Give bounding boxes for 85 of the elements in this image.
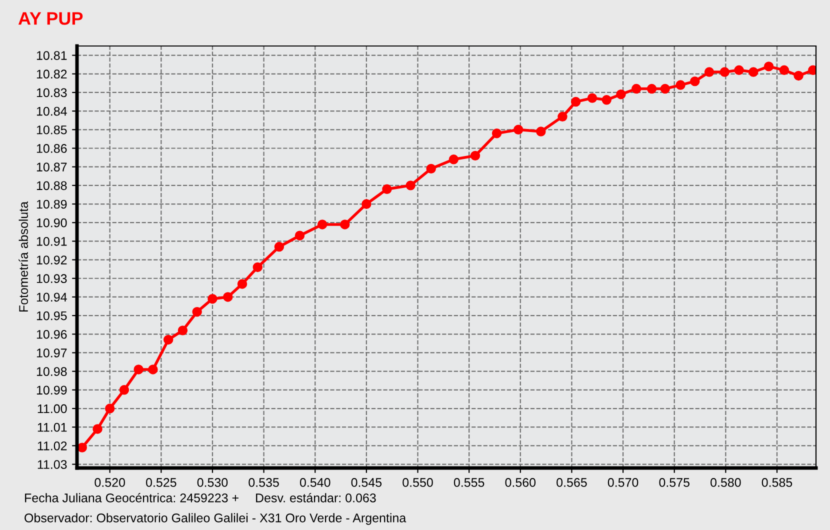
- y-tick-label: 10.89: [36, 200, 67, 209]
- y-tick-label: 10.91: [36, 237, 67, 246]
- y-tick-label: 10.94: [36, 292, 67, 302]
- point: [602, 95, 612, 105]
- x-tick-label: 0.530: [197, 478, 228, 487]
- x-tick-label: 0.540: [300, 478, 330, 487]
- y-tick-label: 10.95: [36, 311, 67, 320]
- point: [192, 306, 202, 317]
- y-tick-label: 10.82: [36, 70, 67, 79]
- chart-title: AY PUP: [18, 12, 83, 25]
- point: [748, 67, 758, 77]
- x-tick-label: 0.545: [351, 478, 382, 487]
- point: [382, 184, 392, 194]
- y-tick-label: 10.85: [36, 125, 67, 134]
- point: [134, 364, 144, 374]
- point: [406, 180, 416, 190]
- point: [779, 65, 790, 76]
- x-tick-label: 0.520: [94, 478, 125, 487]
- point: [148, 364, 158, 374]
- y-axis-title: Fotometría absoluta: [18, 201, 28, 312]
- point: [252, 262, 263, 272]
- point: [660, 84, 670, 94]
- point: [632, 84, 642, 94]
- y-tick-label: 11.02: [38, 441, 67, 450]
- point: [340, 220, 350, 230]
- point: [587, 93, 598, 103]
- x-tick-label: 0.585: [762, 478, 792, 487]
- y-tick-label: 10.96: [36, 330, 67, 339]
- x-tick-label: 0.560: [505, 478, 536, 487]
- x-tick-label: 0.570: [608, 478, 638, 487]
- point: [294, 230, 305, 240]
- x-tick-label: 0.565: [556, 478, 587, 487]
- point: [570, 96, 581, 107]
- point: [704, 67, 714, 77]
- y-tick-label: 10.83: [36, 88, 67, 98]
- y-tick-label: 10.92: [36, 256, 67, 264]
- y-tick-label: 10.93: [36, 274, 67, 284]
- y-tick-label: 10.97: [36, 348, 67, 358]
- point: [794, 70, 804, 81]
- x-tick-label: 0.550: [402, 478, 433, 487]
- y-tick-label: 10.84: [36, 106, 67, 116]
- y-tick-label: 10.81: [36, 51, 67, 60]
- point: [448, 154, 459, 164]
- point: [426, 164, 436, 174]
- point: [616, 89, 626, 100]
- point: [558, 112, 568, 122]
- point: [208, 294, 218, 304]
- x-tick-label: 0.535: [248, 478, 279, 487]
- point: [690, 76, 700, 86]
- point: [536, 126, 546, 136]
- point: [734, 65, 744, 76]
- x-tick-label: 0.525: [146, 478, 176, 487]
- y-tick-label: 11.01: [38, 422, 67, 432]
- text: Observador: Observatorio Galileo Galilei - X31 Oro Verde - Argentina: [24, 513, 406, 525]
- point: [513, 124, 524, 135]
- point: [223, 292, 233, 302]
- point: [119, 385, 130, 395]
- point: [163, 334, 174, 345]
- point: [104, 404, 115, 414]
- point: [237, 279, 248, 289]
- point: [362, 199, 372, 209]
- y-tick-label: 10.98: [36, 367, 67, 376]
- point: [676, 80, 686, 90]
- y-tick-label: 10.99: [36, 386, 67, 395]
- point: [274, 242, 284, 252]
- y-tick-label: 10.88: [36, 181, 67, 190]
- x-tick-label: 0.555: [454, 478, 484, 487]
- text: Fecha Juliana Geocéntrica: 2459223 +: [25, 493, 238, 502]
- y-tick-label: 10.90: [36, 218, 67, 228]
- x-tick-label: 0.580: [710, 478, 741, 487]
- y-tick-label: 11.03: [38, 460, 67, 469]
- point: [470, 150, 480, 161]
- point: [764, 62, 774, 72]
- text: Desv. estándar: 0.063: [256, 493, 376, 502]
- y-tick-label: 10.86: [36, 144, 67, 153]
- point: [77, 442, 87, 452]
- point: [92, 424, 102, 434]
- point: [492, 128, 502, 138]
- point: [178, 326, 188, 336]
- point: [720, 67, 730, 77]
- y-tick-label: 11.00: [38, 404, 67, 414]
- point: [646, 84, 657, 94]
- x-tick-label: 0.575: [659, 478, 690, 487]
- point: [317, 220, 328, 230]
- y-tick-label: 10.87: [36, 162, 67, 172]
